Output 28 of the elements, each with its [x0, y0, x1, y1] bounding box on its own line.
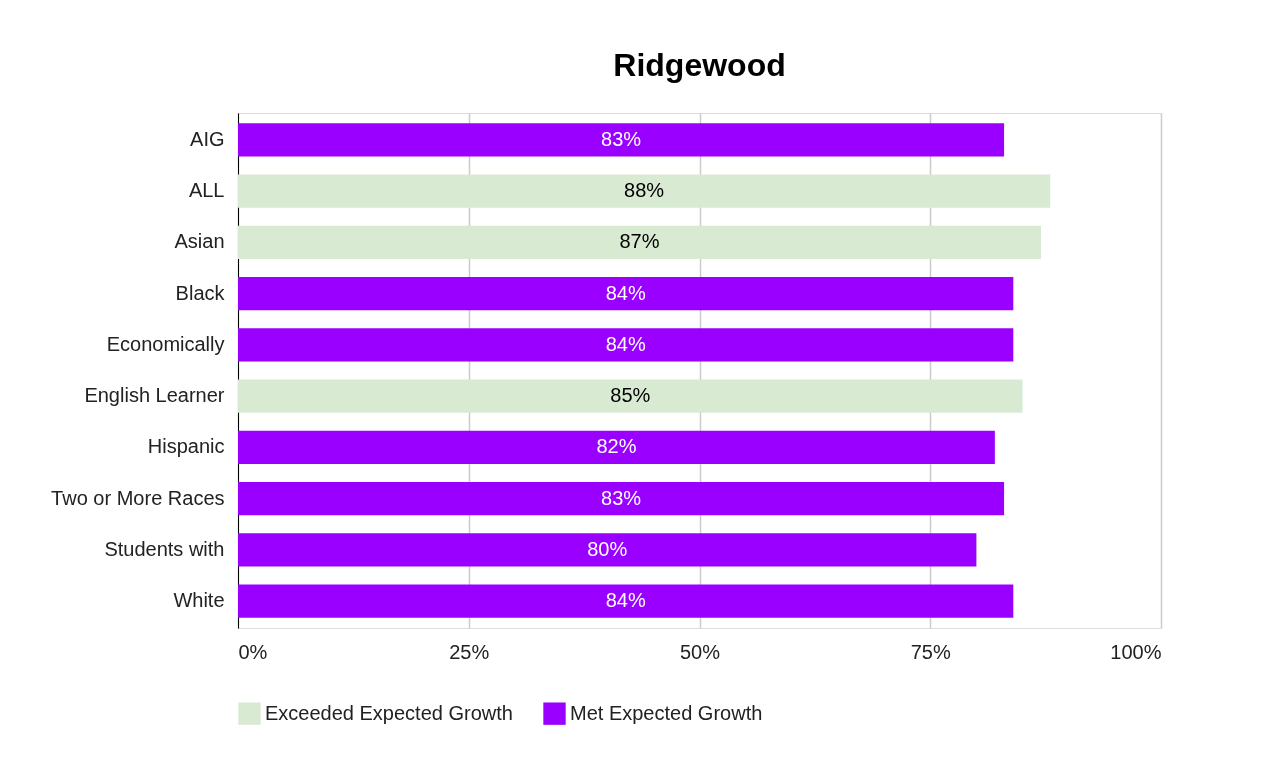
data-label: 83%	[601, 127, 642, 150]
data-label: 84%	[605, 332, 646, 355]
y-tick-label: Black	[175, 281, 226, 304]
data-label: 84%	[605, 281, 646, 304]
y-tick-label: Economically	[106, 332, 225, 355]
data-label: 84%	[605, 589, 646, 612]
chart-title: Ridgewood	[613, 47, 786, 83]
data-label: 87%	[619, 230, 660, 253]
y-tick-label: English Learner	[84, 384, 225, 407]
y-tick-label: AIG	[190, 127, 225, 150]
data-label: 88%	[624, 179, 665, 202]
y-tick-label: Students with	[104, 537, 225, 560]
y-tick-label: Asian	[174, 230, 225, 253]
legend-label: Met Expected Growth	[570, 701, 763, 724]
data-label: 85%	[610, 384, 651, 407]
data-label: 80%	[587, 537, 628, 560]
x-tick-label: 25%	[449, 640, 490, 663]
data-label: 82%	[596, 435, 637, 458]
data-label: 83%	[601, 486, 642, 509]
y-tick-label: Two or More Races	[51, 486, 225, 509]
legend-label: Exceeded Expected Growth	[265, 701, 513, 724]
x-tick-label: 0%	[238, 640, 268, 663]
y-tick-label: White	[173, 589, 225, 612]
x-tick-label: 75%	[910, 640, 951, 663]
x-tick-label: 50%	[679, 640, 721, 663]
y-tick-label: ALL	[188, 179, 225, 202]
y-tick-label: Hispanic	[147, 435, 225, 458]
x-tick-label: 100%	[1110, 640, 1162, 663]
